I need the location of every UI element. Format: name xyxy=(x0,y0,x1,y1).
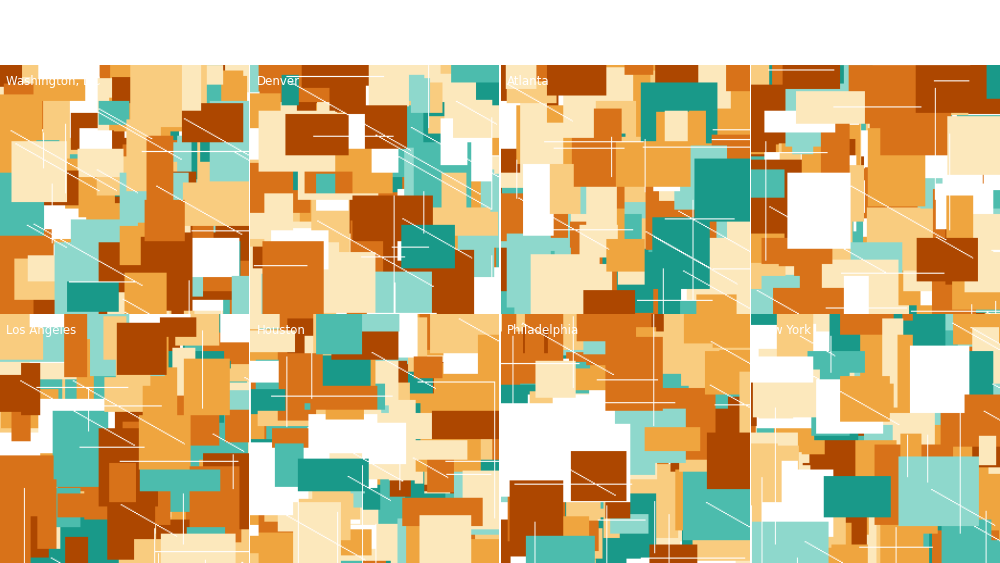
Text: Los Angeles: Los Angeles xyxy=(6,324,76,337)
Text: Houston: Houston xyxy=(257,324,305,337)
Text: Philadelphia: Philadelphia xyxy=(507,324,579,337)
Text: Washington, DC: Washington, DC xyxy=(6,75,101,88)
Text: Atlanta: Atlanta xyxy=(507,75,550,88)
Text: New York: New York xyxy=(757,324,811,337)
Text: Published 2022: Published 2022 xyxy=(735,24,965,50)
Text: Denver: Denver xyxy=(257,75,300,88)
Text: æ: æ xyxy=(646,24,672,51)
